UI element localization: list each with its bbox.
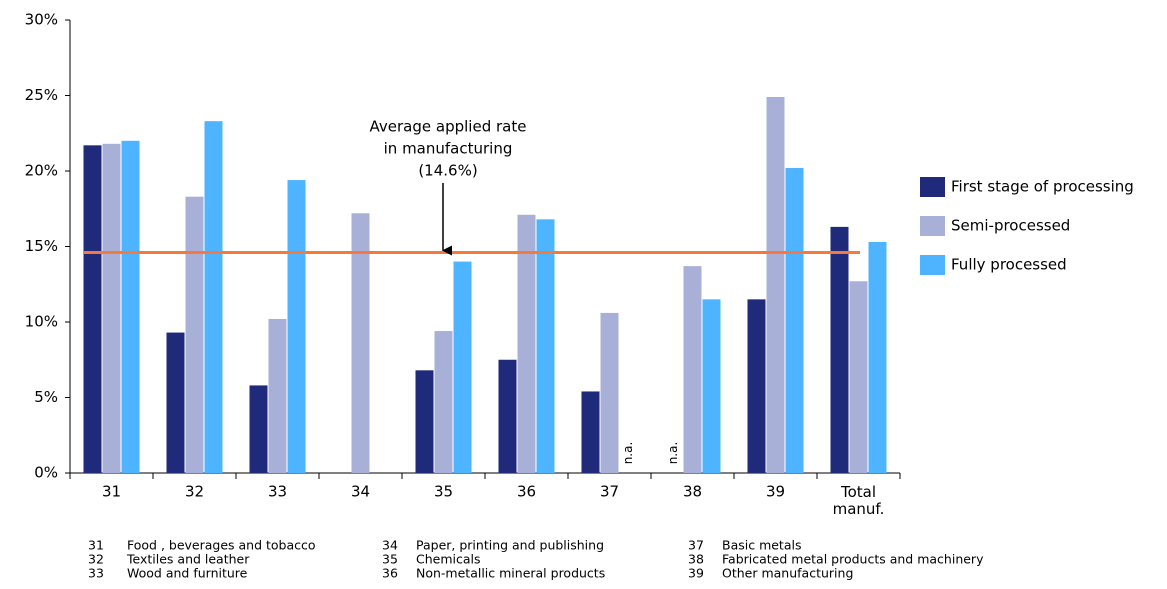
bar <box>185 196 204 474</box>
legend-label: Fully processed <box>951 256 1067 274</box>
bar <box>204 121 223 474</box>
value-label: n.a. <box>666 442 680 465</box>
y-tick-label: 10% <box>25 313 58 331</box>
bar <box>766 97 785 473</box>
bar <box>83 145 102 473</box>
bar <box>166 332 185 473</box>
reference-label: in manufacturing <box>384 140 513 158</box>
note-text: Paper, printing and publishing <box>416 538 604 553</box>
y-tick-label: 15% <box>25 237 58 255</box>
x-tick-label: 32 <box>185 483 204 501</box>
legend-swatch <box>920 177 945 197</box>
x-tick-label: 38 <box>683 483 702 501</box>
note-text: Textiles and leather <box>126 552 250 567</box>
note-text: Other manufacturing <box>722 566 853 581</box>
note-code: 39 <box>688 566 704 581</box>
legend-swatch <box>920 216 945 236</box>
note-text: Wood and furniture <box>127 566 248 581</box>
x-tick-label: 31 <box>102 483 121 501</box>
bar <box>849 281 868 473</box>
bar <box>747 299 766 473</box>
bar <box>268 318 287 473</box>
legend-swatch <box>920 255 945 275</box>
bar <box>415 370 434 473</box>
bar <box>453 261 472 473</box>
note-text: Chemicals <box>416 552 481 567</box>
bar <box>102 143 121 473</box>
note-code: 32 <box>88 552 104 567</box>
x-tick-label: 33 <box>268 483 287 501</box>
x-tick-label: 39 <box>766 483 785 501</box>
note-code: 36 <box>382 566 398 581</box>
bar <box>785 167 804 474</box>
note-text: Fabricated metal products and machinery <box>722 552 984 567</box>
note-text: Non-metallic mineral products <box>416 566 605 581</box>
x-tick-label: 37 <box>600 483 619 501</box>
y-tick-label: 20% <box>25 162 58 180</box>
legend-label: First stage of processing <box>951 178 1134 196</box>
value-label: n.a. <box>621 442 635 465</box>
y-tick-label: 25% <box>25 86 58 104</box>
bar <box>351 213 370 473</box>
bar <box>600 312 619 473</box>
bar <box>517 214 536 474</box>
bar <box>868 241 887 473</box>
note-code: 34 <box>382 538 398 553</box>
bar <box>683 266 702 473</box>
note-code: 37 <box>688 538 704 553</box>
legend-label: Semi-processed <box>951 217 1070 235</box>
note-code: 35 <box>382 552 398 567</box>
bar <box>434 331 453 473</box>
bar <box>536 219 555 473</box>
note-code: 31 <box>88 538 104 553</box>
x-tick-label: 35 <box>434 483 453 501</box>
bar <box>121 140 140 474</box>
x-tick-label: Total manuf. <box>833 483 885 518</box>
bar <box>249 385 268 473</box>
note-text: Food , beverages and tobacco <box>127 538 316 553</box>
y-tick-label: 0% <box>34 464 58 482</box>
y-tick-label: 30% <box>25 11 58 29</box>
bar <box>498 359 517 473</box>
bar <box>287 180 306 473</box>
y-tick-label: 5% <box>34 388 58 406</box>
bar <box>702 299 721 473</box>
x-tick-label: 34 <box>351 483 370 501</box>
bar <box>830 226 849 473</box>
note-text: Basic metals <box>722 538 801 553</box>
note-code: 33 <box>88 566 104 581</box>
x-tick-label: 36 <box>517 483 536 501</box>
note-code: 38 <box>688 552 704 567</box>
reference-label: Average applied rate <box>370 118 527 136</box>
reference-label: (14.6%) <box>418 162 477 180</box>
bar <box>581 391 600 473</box>
